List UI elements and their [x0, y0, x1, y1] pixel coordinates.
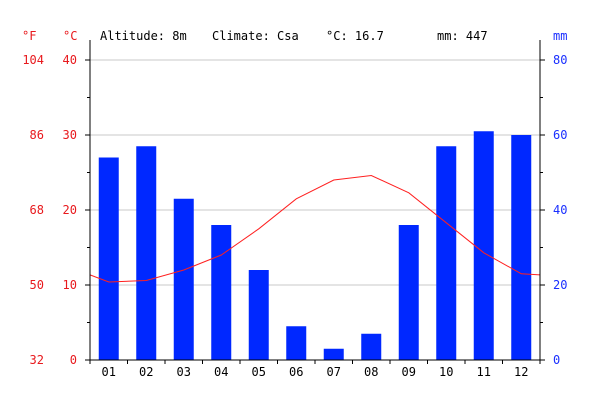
month-tick-label: 01 — [102, 365, 116, 379]
celsius-tick-label: 10 — [63, 278, 77, 292]
month-tick-label: 08 — [364, 365, 378, 379]
climate-label: Climate: Csa — [212, 29, 299, 43]
celsius-tick-label: 20 — [63, 203, 77, 217]
precip-bar — [323, 348, 344, 360]
mm-tick-label: 60 — [553, 128, 567, 142]
precip-bar — [286, 326, 307, 360]
precip-bar — [211, 225, 232, 360]
gridlines — [90, 59, 540, 286]
celsius-unit-label: °C — [63, 29, 77, 43]
celsius-tick-label: 30 — [63, 128, 77, 142]
fahrenheit-tick-label: 50 — [30, 278, 44, 292]
month-tick-label: 06 — [289, 365, 303, 379]
fahrenheit-tick-label: 32 — [30, 353, 44, 367]
fahrenheit-tick-label: 104 — [22, 53, 44, 67]
month-tick-label: 05 — [252, 365, 266, 379]
temperature-line-group — [89, 174, 541, 283]
precip-bar — [436, 146, 457, 360]
month-tick-label: 11 — [477, 365, 491, 379]
fahrenheit-tick-label: 86 — [30, 128, 44, 142]
precipitation-bars — [98, 131, 532, 360]
month-tick-label: 03 — [177, 365, 191, 379]
precip-bar — [136, 146, 157, 360]
mm-tick-label: 20 — [553, 278, 567, 292]
fahrenheit-unit-label: °F — [22, 29, 36, 43]
precip-total-label: mm: 447 — [437, 29, 488, 43]
month-tick-label: 04 — [214, 365, 228, 379]
temperature-line — [89, 174, 541, 283]
month-tick-label: 09 — [402, 365, 416, 379]
precip-bar — [248, 270, 269, 360]
mm-tick-label: 0 — [553, 353, 560, 367]
altitude-label: Altitude: 8m — [100, 29, 187, 43]
precip-bar — [473, 131, 494, 360]
month-tick-label: 07 — [327, 365, 341, 379]
precip-bar — [398, 225, 419, 360]
precip-bar — [173, 198, 194, 360]
avg-temp-label: °C: 16.7 — [326, 29, 384, 43]
axes — [85, 40, 545, 364]
mm-tick-label: 80 — [553, 53, 567, 67]
precip-bar — [361, 333, 382, 360]
fahrenheit-tick-label: 68 — [30, 203, 44, 217]
month-tick-label: 02 — [139, 365, 153, 379]
month-tick-label: 12 — [514, 365, 528, 379]
precip-bar — [98, 157, 119, 360]
celsius-tick-label: 40 — [63, 53, 77, 67]
celsius-tick-label: 0 — [70, 353, 77, 367]
mm-tick-label: 40 — [553, 203, 567, 217]
month-tick-label: 10 — [439, 365, 453, 379]
mm-unit-label: mm — [553, 29, 567, 43]
precip-bar — [511, 135, 532, 360]
tick-labels: 0 10 20 30 40 32 50 68 86 104 0 20 40 60 80 01 02 03 04 05 0… — [22, 53, 567, 379]
